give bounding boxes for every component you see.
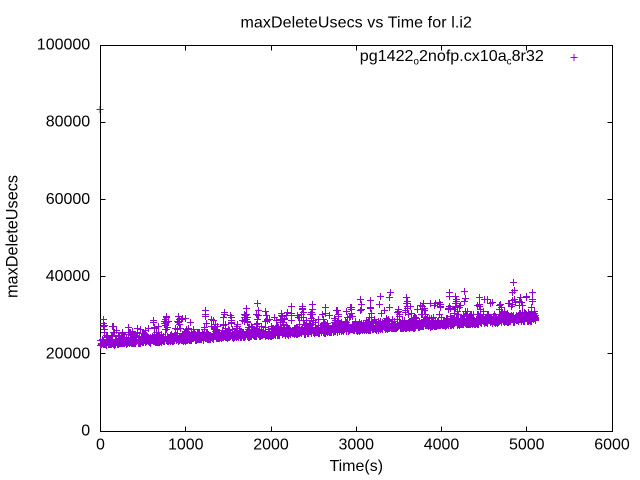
- svg-text:100000: 100000: [37, 37, 90, 54]
- svg-text:80000: 80000: [46, 114, 91, 131]
- svg-text:20000: 20000: [46, 345, 91, 362]
- svg-text:maxDeleteUsecs: maxDeleteUsecs: [4, 175, 22, 298]
- svg-text:Time(s): Time(s): [329, 458, 383, 475]
- svg-text:pg1422o2nofp.cx10ac8r32: pg1422o2nofp.cx10ac8r32: [360, 47, 544, 68]
- svg-text:6000: 6000: [594, 436, 630, 453]
- svg-text:2000: 2000: [253, 436, 289, 453]
- svg-text:maxDeleteUsecs vs Time for l.i: maxDeleteUsecs vs Time for l.i2: [240, 14, 472, 31]
- svg-text:40000: 40000: [46, 268, 91, 285]
- svg-text:0: 0: [81, 423, 90, 440]
- svg-text:60000: 60000: [46, 191, 91, 208]
- svg-text:4000: 4000: [424, 436, 460, 453]
- svg-text:0: 0: [96, 436, 105, 453]
- svg-text:5000: 5000: [509, 436, 545, 453]
- svg-text:1000: 1000: [168, 436, 204, 453]
- svg-text:3000: 3000: [338, 436, 374, 453]
